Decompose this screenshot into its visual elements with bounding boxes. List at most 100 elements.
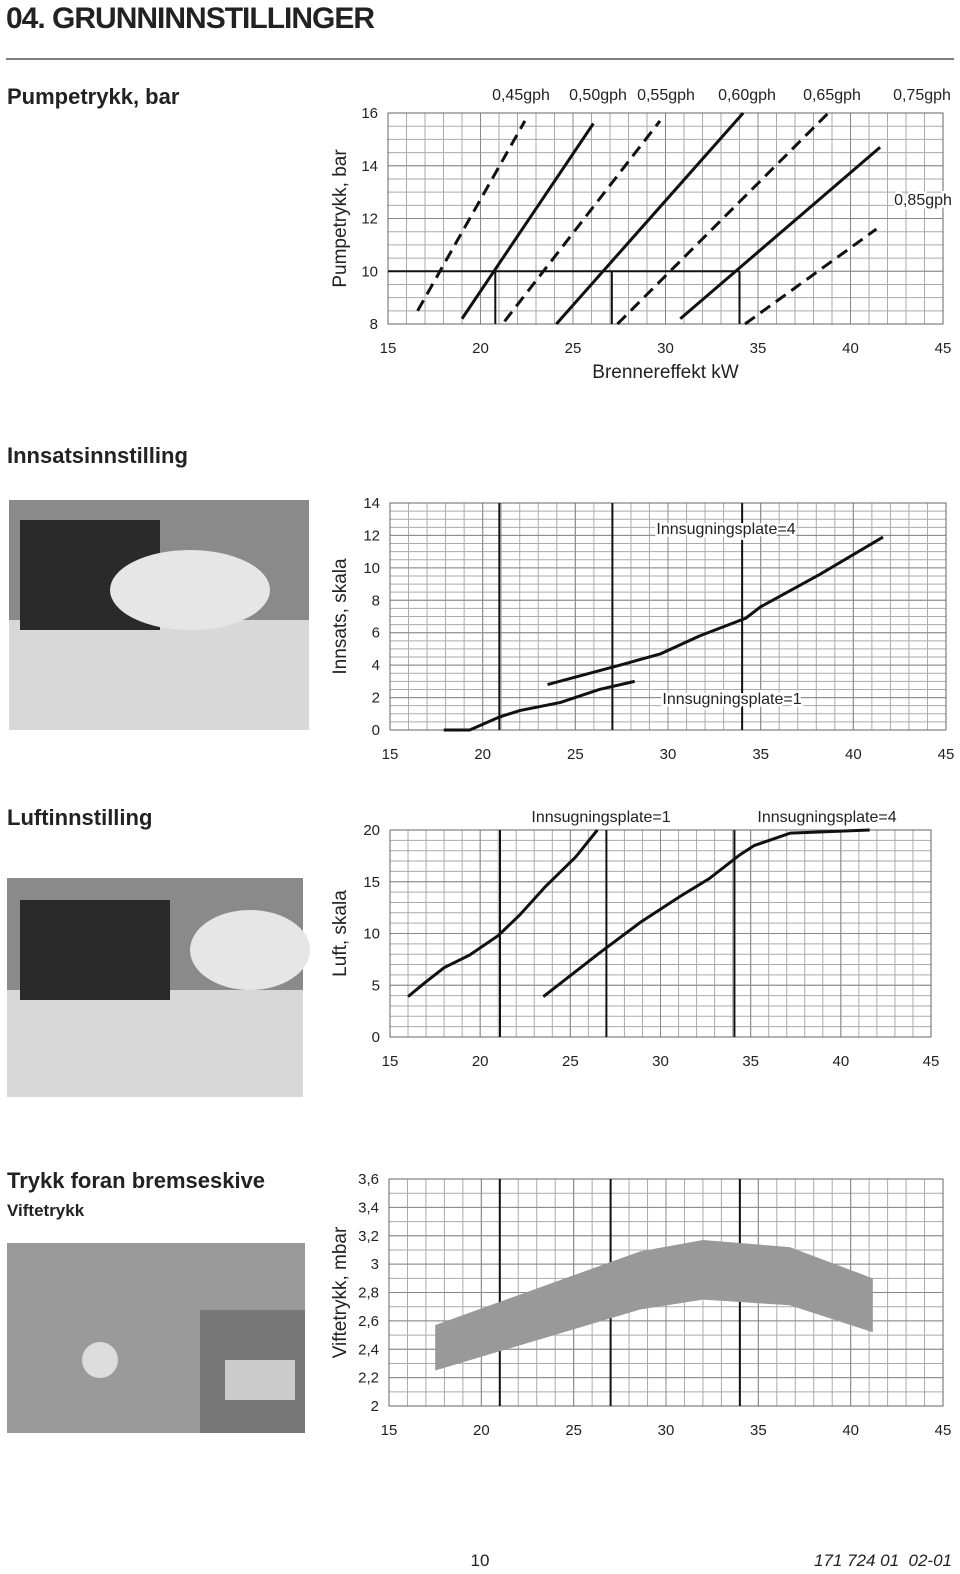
y-tick-label: 0 [372,1029,380,1046]
x-axis-title: Brennereffekt kW [592,362,739,383]
y-tick-label: 10 [363,926,380,943]
x-tick-label: 15 [380,340,397,357]
x-tick-label: 40 [832,1053,849,1070]
x-tick-label: 35 [742,1053,759,1070]
x-tick-label: 25 [565,1422,582,1439]
x-tick-label: 45 [938,746,955,763]
x-tick-label: 30 [657,340,674,357]
series-label: Innsugningsplate=4 [757,809,896,826]
x-tick-label: 25 [565,340,582,357]
y-tick-label: 10 [361,263,378,280]
y-tick-label: 3,2 [358,1228,379,1245]
y-tick-label: 10 [363,560,380,577]
section-heading: Trykk foran bremseskive [7,1168,265,1193]
data-line [460,122,595,320]
y-tick-label: 2 [372,690,380,707]
y-tick-label: 2,4 [358,1341,379,1358]
photo [7,1243,305,1433]
series-label: 0,55gph [637,87,695,104]
x-tick-label: 40 [842,340,859,357]
series-label: Innsugningsplate=1 [531,809,670,826]
plot-frame [389,829,932,1038]
data-line [503,119,662,323]
plot-frame [388,1178,944,1407]
y-tick-label: 2,2 [358,1370,379,1387]
data-line [416,120,527,312]
y-tick-label: 20 [363,822,380,839]
section-heading: Luftinnstilling [7,805,152,830]
y-tick-label: 2,8 [358,1285,379,1302]
x-tick-label: 45 [923,1053,940,1070]
y-axis-title: Pumpetrykk, bar [330,149,351,288]
series-label: 0,50gph [569,87,627,104]
photo [7,878,310,1097]
data-line [555,112,745,325]
y-tick-label: 16 [361,105,378,122]
x-tick-label: 20 [473,1422,490,1439]
y-tick-label: 4 [372,657,380,674]
doc-code: 171 724 01 02-01 [814,1551,952,1570]
y-tick-label: 3,6 [358,1171,379,1188]
y-tick-label: 8 [370,316,378,333]
x-tick-label: 20 [474,746,491,763]
data-line [443,679,635,732]
x-tick-label: 35 [750,340,767,357]
x-tick-label: 25 [567,746,584,763]
page-title: 04. GRUNNINNSTILLINGER [6,2,375,35]
series-label: 0,75gph [893,87,951,104]
x-tick-label: 45 [935,340,952,357]
section-heading: Innsatsinnstilling [7,443,188,468]
y-tick-label: 5 [372,977,380,994]
data-line [547,535,884,687]
x-tick-label: 20 [472,1053,489,1070]
x-tick-label: 20 [472,340,489,357]
x-tick-label: 40 [845,746,862,763]
section-subheading: Viftetrykk [7,1201,85,1220]
x-tick-label: 30 [660,746,677,763]
data-line [542,828,870,998]
x-tick-label: 30 [658,1422,675,1439]
x-tick-label: 45 [935,1422,952,1439]
x-tick-label: 40 [842,1422,859,1439]
plot-frame [389,502,947,731]
x-tick-label: 15 [381,1422,398,1439]
x-tick-label: 25 [562,1053,579,1070]
series-label: 0,45gph [492,87,550,104]
data-line [616,111,830,326]
y-tick-label: 14 [363,495,380,512]
plot-frame [387,112,944,325]
y-tick-label: 8 [372,592,380,609]
y-tick-label: 12 [361,211,378,228]
series-label: Innsugningsplate=4 [656,521,795,538]
data-line [679,146,882,320]
y-tick-label: 6 [372,625,380,642]
photo [9,500,309,730]
x-tick-label: 15 [382,746,399,763]
series-label: 0,65gph [803,87,861,104]
y-axis-title: Viftetrykk, mbar [330,1226,351,1358]
y-tick-label: 14 [361,158,378,175]
series-label: 0,85gph [894,192,952,209]
pressure-band [435,1240,873,1371]
y-axis-title: Innsats, skala [330,558,351,675]
data-line [744,227,878,326]
y-tick-label: 12 [363,527,380,544]
data-line [407,829,599,998]
series-label: Innsugningsplate=1 [662,691,801,708]
y-tick-label: 15 [363,874,380,891]
x-tick-label: 35 [752,746,769,763]
x-tick-label: 15 [382,1053,399,1070]
y-tick-label: 2 [371,1398,379,1415]
x-tick-label: 30 [652,1053,669,1070]
page-number: 10 [471,1551,490,1570]
x-tick-label: 35 [750,1422,767,1439]
section-heading: Pumpetrykk, bar [7,84,180,109]
y-tick-label: 3,4 [358,1199,379,1216]
y-tick-label: 2,6 [358,1313,379,1330]
y-tick-label: 3 [371,1256,379,1273]
y-tick-label: 0 [372,722,380,739]
series-label: 0,60gph [718,87,776,104]
y-axis-title: Luft, skala [330,890,351,977]
